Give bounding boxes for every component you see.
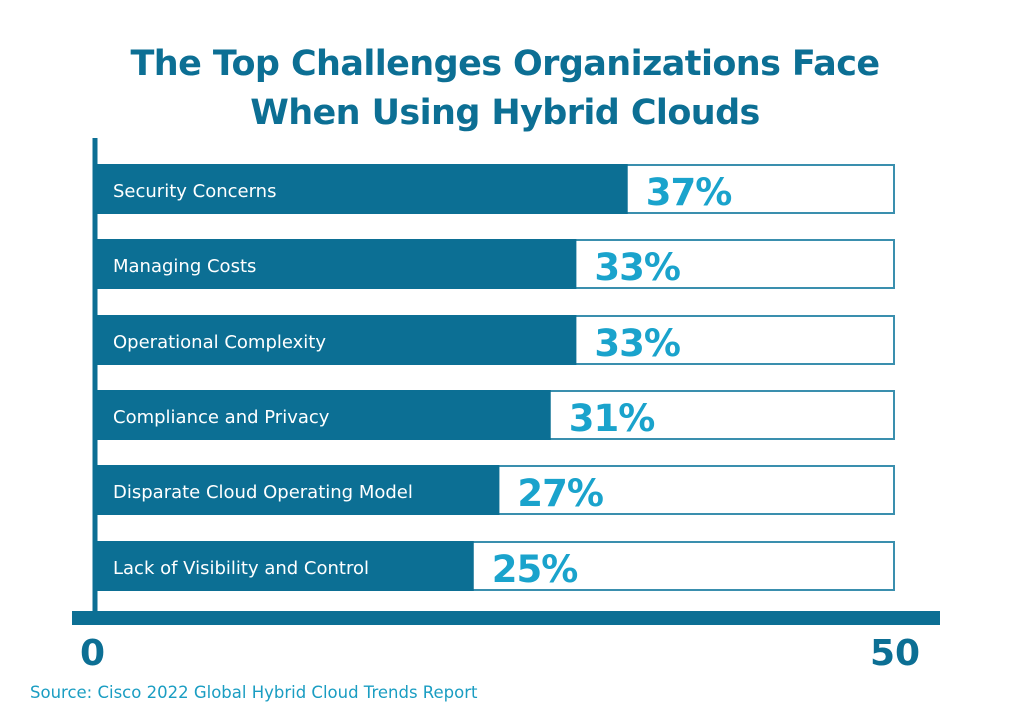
bar [95, 541, 474, 591]
x-tick-label-max: 50 [870, 633, 920, 674]
chart-title: The Top Challenges Organizations Face Wh… [0, 40, 1010, 138]
chart-title-line-2: When Using Hybrid Clouds [250, 93, 760, 133]
chart-title-line-1: The Top Challenges Organizations Face [130, 44, 881, 84]
bar-value-label: 31% [569, 397, 655, 440]
source-note: Source: Cisco 2022 Global Hybrid Cloud T… [30, 683, 478, 702]
bar [95, 390, 551, 440]
bar [95, 315, 577, 365]
bars-group: Security Concerns 37% Managing Costs 33% Ope… [95, 164, 895, 591]
bar [95, 164, 628, 214]
bar-category-label: Security Concerns [113, 181, 276, 202]
bar [95, 239, 577, 289]
bar-value-label: 37% [646, 171, 732, 214]
bar [95, 465, 500, 515]
bar-category-label: Compliance and Privacy [113, 407, 330, 428]
bar-value-label: 33% [594, 322, 680, 365]
bar-category-label: Managing Costs [113, 256, 256, 277]
bar-category-label: Operational Complexity [113, 332, 326, 353]
bar-value-label: 27% [517, 472, 603, 515]
x-axis-bar [72, 611, 940, 625]
bar-value-label: 33% [594, 246, 680, 289]
bar-category-label: Disparate Cloud Operating Model [113, 482, 413, 503]
bar-category-label: Lack of Visibility and Control [113, 558, 369, 579]
bar-value-label: 25% [492, 548, 578, 591]
x-tick-label-min: 0 [80, 633, 105, 674]
